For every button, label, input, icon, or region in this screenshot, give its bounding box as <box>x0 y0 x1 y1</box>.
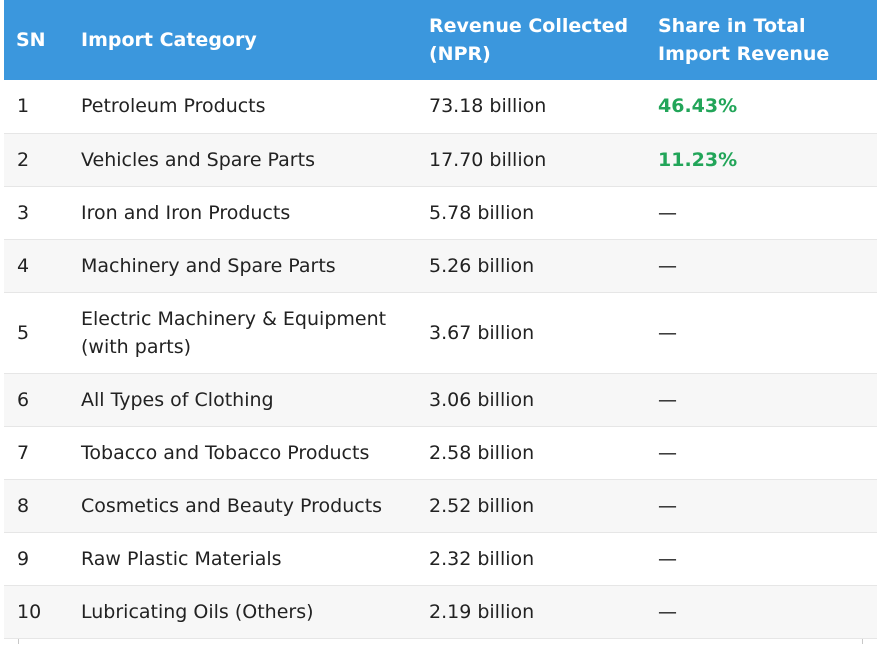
cell-share: — <box>644 292 877 374</box>
table-bottom-edge <box>4 638 877 645</box>
cell-revenue: 2.58 billion <box>416 426 644 480</box>
cell-revenue: 5.26 billion <box>416 239 644 293</box>
cell-share: — <box>644 186 877 240</box>
cell-revenue: 5.78 billion <box>416 186 644 240</box>
edge-tick-left <box>18 638 19 644</box>
cell-revenue: 2.32 billion <box>416 532 644 586</box>
cell-revenue: 2.19 billion <box>416 585 644 639</box>
table-row: 9 Raw Plastic Materials 2.32 billion — <box>4 532 877 586</box>
table-header: SN Import Category Revenue Collected (NP… <box>4 0 877 80</box>
cell-share: — <box>644 479 877 533</box>
cell-revenue: 3.67 billion <box>416 292 644 374</box>
table-row: 8 Cosmetics and Beauty Products 2.52 bil… <box>4 479 877 533</box>
edge-tick-right <box>862 638 863 644</box>
cell-revenue: 73.18 billion <box>416 80 644 134</box>
cell-share: 11.23% <box>644 133 877 187</box>
cell-share: — <box>644 532 877 586</box>
cell-sn: 9 <box>4 532 68 586</box>
cell-revenue: 17.70 billion <box>416 133 644 187</box>
cell-category: Tobacco and Tobacco Products <box>68 426 416 480</box>
table-row: 4 Machinery and Spare Parts 5.26 billion… <box>4 239 877 293</box>
import-revenue-table: SN Import Category Revenue Collected (NP… <box>4 0 877 639</box>
header-share-total: Share in Total Import Revenue <box>658 15 830 65</box>
header-revenue-collected: Revenue Collected (NPR) <box>429 15 629 65</box>
cell-share: — <box>644 373 877 427</box>
cell-sn: 1 <box>4 80 68 134</box>
cell-sn: 7 <box>4 426 68 480</box>
cell-revenue: 3.06 billion <box>416 373 644 427</box>
cell-share: — <box>644 426 877 480</box>
cell-category: Cosmetics and Beauty Products <box>68 479 416 533</box>
cell-sn: 10 <box>4 585 68 639</box>
cell-revenue: 2.52 billion <box>416 479 644 533</box>
cell-category: Raw Plastic Materials <box>68 532 416 586</box>
cell-category: Machinery and Spare Parts <box>68 239 416 293</box>
cell-sn: 5 <box>4 292 68 374</box>
cell-category: Iron and Iron Products <box>68 186 416 240</box>
cell-category: Vehicles and Spare Parts <box>68 133 416 187</box>
cell-share: 46.43% <box>644 80 877 134</box>
cell-sn: 3 <box>4 186 68 240</box>
header-sn: SN <box>16 29 46 51</box>
cell-sn: 8 <box>4 479 68 533</box>
cell-category: Lubricating Oils (Others) <box>68 585 416 639</box>
table-row: 10 Lubricating Oils (Others) 2.19 billio… <box>4 585 877 639</box>
cell-category: Petroleum Products <box>68 80 416 134</box>
cell-category: All Types of Clothing <box>68 373 416 427</box>
table-body: 1 Petroleum Products 73.18 billion 46.43… <box>4 80 877 639</box>
table-row: 1 Petroleum Products 73.18 billion 46.43… <box>4 80 877 134</box>
cell-category: Electric Machinery & Equipment (with par… <box>68 292 416 374</box>
table-row: 2 Vehicles and Spare Parts 17.70 billion… <box>4 133 877 187</box>
table-row: 6 All Types of Clothing 3.06 billion — <box>4 373 877 427</box>
table-row: 7 Tobacco and Tobacco Products 2.58 bill… <box>4 426 877 480</box>
cell-share: — <box>644 585 877 639</box>
cell-sn: 6 <box>4 373 68 427</box>
import-revenue-table-container: SN Import Category Revenue Collected (NP… <box>4 0 877 644</box>
cell-sn: 2 <box>4 133 68 187</box>
cell-share: — <box>644 239 877 293</box>
cell-sn: 4 <box>4 239 68 293</box>
table-row: 5 Electric Machinery & Equipment (with p… <box>4 292 877 374</box>
header-row: SN Import Category Revenue Collected (NP… <box>4 0 877 80</box>
header-import-category: Import Category <box>81 29 257 51</box>
table-row: 3 Iron and Iron Products 5.78 billion — <box>4 186 877 240</box>
